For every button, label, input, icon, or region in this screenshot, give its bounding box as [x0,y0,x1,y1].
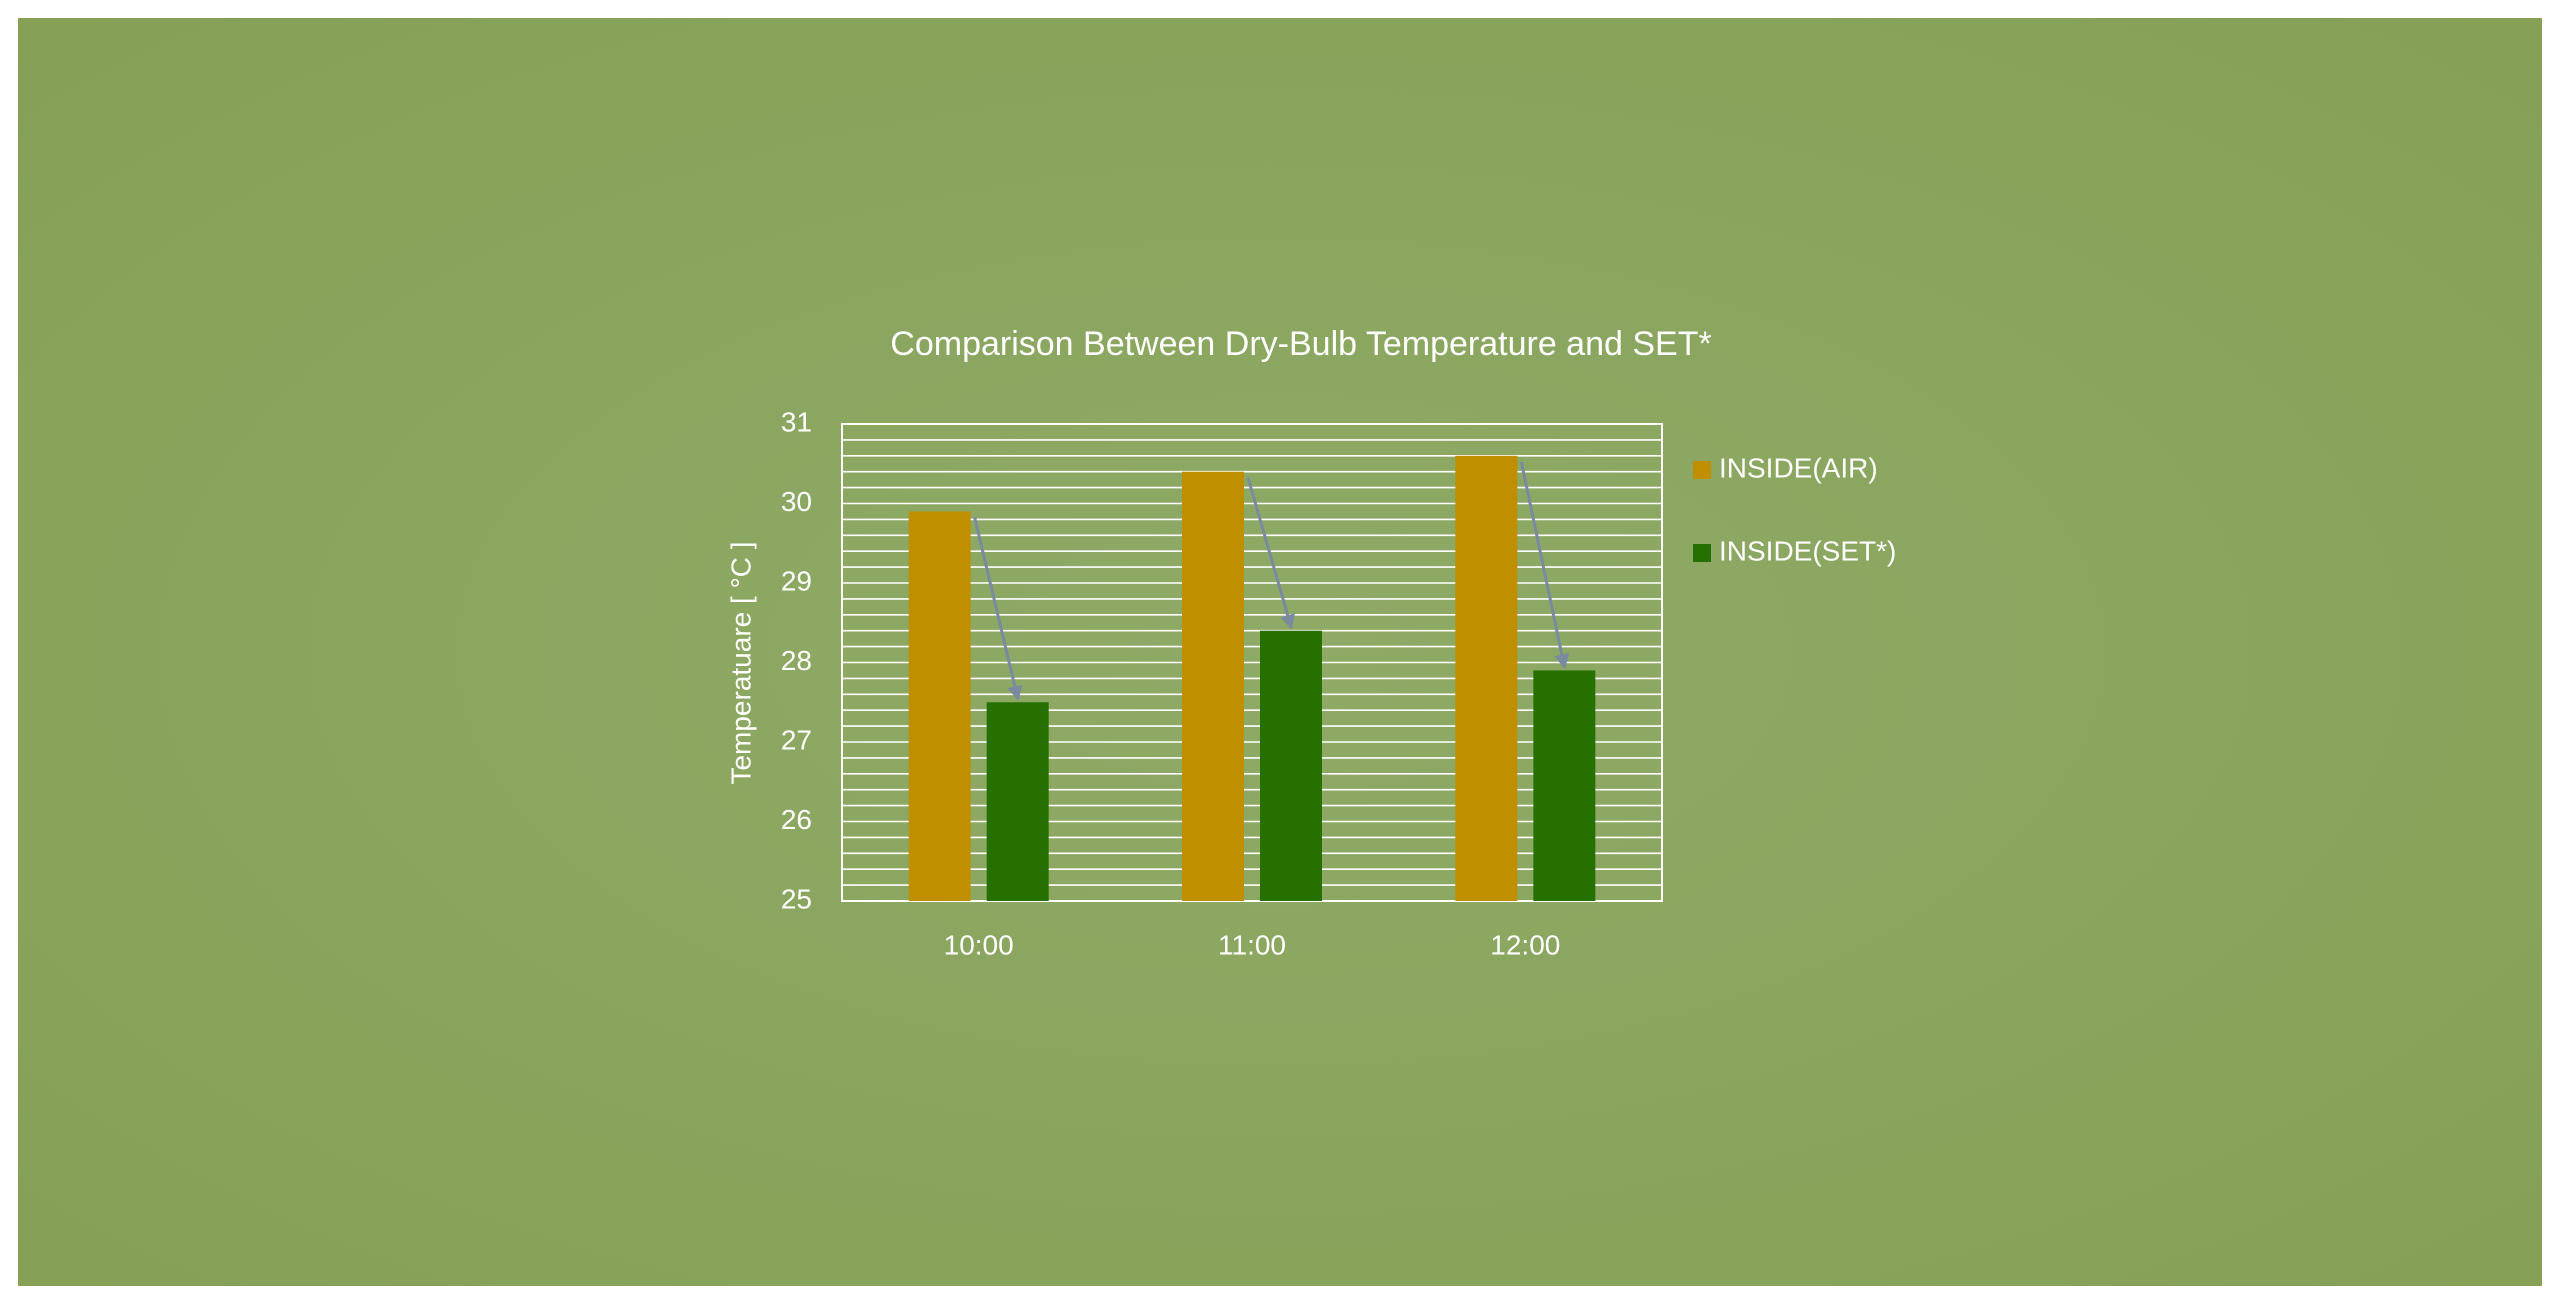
chart-title: Comparison Between Dry-Bulb Temperature … [890,325,1711,363]
x-tick-label: 10:00 [944,929,1014,960]
bar [908,511,971,901]
y-axis-label: Temperatuare [ °C ] [725,541,756,784]
bar [986,702,1049,901]
y-tick-label: 28 [781,645,812,676]
bar [1182,471,1244,901]
y-tick-label: 26 [781,804,812,835]
legend-swatch [1693,461,1711,479]
y-tick-label: 27 [781,724,812,755]
bar [1260,630,1322,901]
x-tick-label: 11:00 [1218,929,1286,960]
arrow [973,517,1023,702]
arrow [1246,477,1295,630]
legend-label: INSIDE(AIR) [1719,452,1878,483]
x-tick-label: 12:00 [1490,929,1560,960]
arrow [1519,461,1570,670]
legend-label: INSIDE(SET*) [1719,535,1896,566]
y-tick-label: 31 [781,406,812,437]
y-tick-label: 25 [781,883,812,914]
bar [1533,670,1596,901]
y-tick-label: 30 [781,486,812,517]
bar [1455,455,1518,901]
y-tick-label: 29 [781,565,812,596]
plot-border [841,423,1663,902]
legend-swatch [1693,544,1711,562]
